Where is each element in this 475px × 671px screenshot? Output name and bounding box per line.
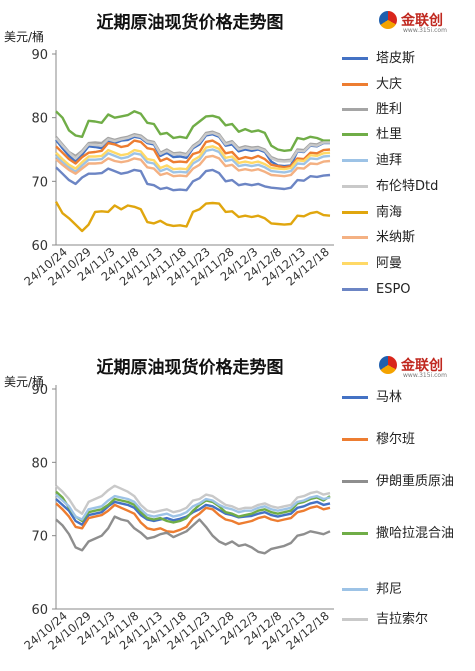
series-line	[55, 484, 331, 515]
legend-label: 阿曼	[376, 256, 403, 271]
legend-label: 邦尼	[376, 582, 403, 597]
legend-swatch	[342, 588, 368, 591]
series-line	[54, 201, 331, 233]
legend-item: 马林	[342, 389, 474, 406]
legend-item: 撒哈拉混合油	[342, 525, 474, 542]
legend-label: 胜利	[376, 102, 403, 117]
legend-swatch	[342, 396, 368, 399]
legend-label: 塔皮斯	[376, 51, 416, 66]
legend-label: 布伦特Dtd	[376, 179, 439, 194]
brand-logo: 金联创 www.315i.com	[375, 8, 471, 36]
logo-icon	[379, 356, 397, 374]
series-line	[55, 493, 331, 521]
legend-item: 邦尼	[342, 581, 474, 598]
legend-label: 米纳斯	[376, 230, 416, 245]
legend-item: 迪拜	[342, 152, 474, 169]
y-tick-label: 80	[31, 456, 48, 471]
y-tick-label: 60	[31, 239, 48, 254]
chart-panel-1: 近期原油现货价格走势图 美元/桶 金联创 www.315i.com 60 70 80…	[0, 0, 475, 335]
legend-label: 迪拜	[376, 153, 403, 168]
series-line	[55, 490, 331, 524]
y-tick-label: 80	[31, 112, 48, 127]
legend-label: 杜里	[376, 127, 403, 142]
series-line	[55, 154, 331, 178]
legend-swatch	[342, 618, 368, 621]
y-tick-label: 90	[31, 383, 48, 398]
legend-label: 吉拉索尔	[376, 612, 429, 627]
legend-item: 胜利	[342, 101, 474, 118]
y-tick-label: 90	[31, 48, 48, 63]
y-tick-label: 70	[31, 175, 48, 190]
series-line	[55, 131, 330, 163]
legend-label: 伊朗重质原油	[376, 474, 455, 489]
y-axis-unit: 美元/桶	[4, 375, 45, 389]
series-line	[55, 110, 330, 153]
legend-swatch	[342, 480, 368, 483]
logo-name: 金联创	[401, 13, 443, 29]
legend-item: 米纳斯	[342, 229, 474, 246]
legend-label: 马林	[376, 390, 403, 405]
chart-panel-2: 近期原油现货价格走势图 美元/桶 金联创 www.315i.com 60 70 80…	[0, 345, 475, 671]
series-line	[55, 139, 331, 169]
legend-item: 吉拉索尔	[342, 611, 474, 628]
legend-item: 穆尔班	[342, 431, 474, 448]
y-tick-label: 60	[31, 603, 48, 618]
legend-label: 南海	[376, 205, 403, 220]
legend-item: 布伦特Dtd	[342, 178, 474, 195]
legend-swatch	[342, 57, 368, 60]
brand-logo: 金联创 www.315i.com	[375, 353, 471, 381]
legend-swatch	[342, 262, 368, 265]
legend-label: ESPO	[376, 282, 411, 297]
chart-title: 近期原油现货价格走势图	[96, 358, 284, 378]
legend-item: 塔皮斯	[342, 50, 474, 67]
legend-swatch	[342, 133, 368, 136]
series-line	[55, 515, 331, 555]
legend-label: 撒哈拉混合油	[376, 526, 455, 541]
legend-item: 伊朗重质原油	[342, 473, 474, 490]
chart-title: 近期原油现货价格走势图	[96, 13, 284, 33]
logo-site: www.315i.com	[403, 372, 447, 379]
legend-swatch	[342, 438, 368, 441]
legend-item: 南海	[342, 204, 474, 221]
series-line	[55, 145, 331, 171]
series-line	[55, 148, 331, 174]
legend-item: 阿曼	[342, 255, 474, 272]
logo-site: www.315i.com	[403, 27, 447, 34]
logo-icon	[379, 11, 397, 29]
legend-swatch	[342, 185, 368, 188]
legend-item: 大庆	[342, 76, 474, 93]
legend-label: 穆尔班	[376, 432, 416, 447]
series-line	[55, 502, 331, 534]
line-chart: 6070809024/10/2424/10/2924/11/324/11/824…	[21, 383, 334, 653]
legend-swatch	[342, 83, 368, 86]
legend-label: 大庆	[376, 77, 403, 92]
series-line	[55, 166, 331, 192]
legend-swatch	[342, 532, 368, 535]
legend-swatch	[342, 236, 368, 239]
legend-item: ESPO	[342, 281, 474, 298]
legend-swatch	[342, 159, 368, 162]
legend-swatch	[342, 288, 368, 291]
y-tick-label: 70	[31, 530, 48, 545]
legend-swatch	[342, 108, 368, 111]
legend-item: 杜里	[342, 126, 474, 143]
legend-swatch	[342, 211, 368, 214]
y-axis-unit: 美元/桶	[4, 30, 45, 44]
line-chart: 6070809024/10/2424/10/2924/11/324/11/824…	[21, 48, 334, 289]
logo-name: 金联创	[401, 358, 443, 374]
